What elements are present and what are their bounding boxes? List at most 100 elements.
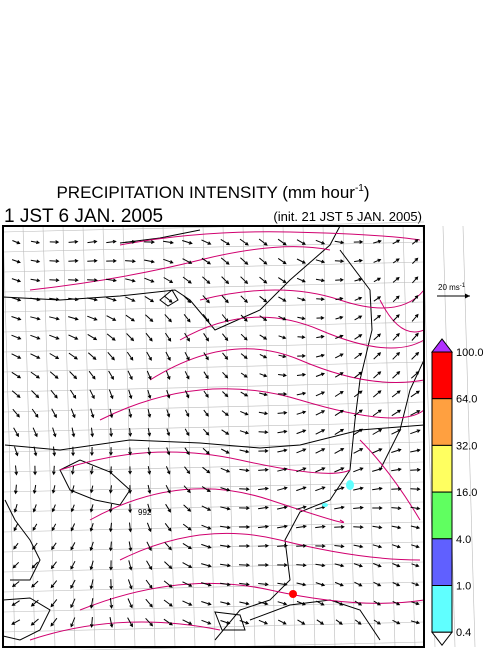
wind-arrow bbox=[89, 541, 94, 552]
wind-arrow bbox=[68, 352, 78, 360]
wind-arrow bbox=[411, 544, 420, 549]
wind-arrow bbox=[240, 410, 249, 416]
wind-arrow bbox=[335, 600, 344, 606]
wind-arrow bbox=[126, 333, 135, 342]
wind-arrow bbox=[184, 351, 190, 361]
coastline bbox=[249, 599, 381, 641]
wind-arrow bbox=[70, 598, 76, 609]
wind-arrow bbox=[221, 429, 230, 435]
wind-arrow bbox=[354, 334, 363, 340]
wind-arrow bbox=[372, 467, 383, 472]
wind-arrow bbox=[334, 240, 345, 245]
wind-arrow bbox=[411, 601, 420, 606]
wind-arrow bbox=[296, 582, 307, 587]
wind-arrow bbox=[49, 371, 59, 379]
wind-arrow bbox=[296, 448, 307, 454]
isobar bbox=[119, 532, 421, 561]
wind-arrow bbox=[11, 334, 22, 340]
wind-arrow bbox=[32, 523, 38, 532]
wind-arrow bbox=[11, 297, 22, 302]
wind-arrow bbox=[334, 259, 345, 263]
wind-arrow bbox=[334, 486, 345, 491]
wind-arrow bbox=[146, 370, 152, 381]
wind-arrow bbox=[30, 278, 41, 283]
wind-arrow bbox=[30, 618, 39, 626]
wind-arrow bbox=[13, 542, 19, 550]
wind-arrow bbox=[372, 486, 383, 491]
wind-arrow bbox=[201, 619, 212, 625]
wind-arrow bbox=[354, 371, 363, 379]
wind-arrow bbox=[183, 504, 192, 512]
wind-arrow bbox=[391, 525, 402, 530]
wind-arrow bbox=[240, 391, 249, 397]
wind-arrow bbox=[392, 276, 400, 283]
wind-arrow bbox=[372, 390, 382, 398]
wind-arrow bbox=[166, 390, 171, 399]
wind-arrow bbox=[296, 563, 307, 568]
wind-arrow bbox=[33, 446, 38, 457]
wind-arrow bbox=[164, 332, 172, 342]
coastline bbox=[2, 225, 341, 331]
wind-arrow bbox=[109, 617, 114, 628]
wind-arrow bbox=[259, 276, 268, 284]
wind-arrow bbox=[315, 524, 326, 529]
wind-arrow bbox=[163, 277, 174, 284]
wind-arrow bbox=[69, 371, 78, 380]
wind-arrow bbox=[51, 465, 56, 476]
wind-arrow bbox=[391, 390, 401, 398]
wind-arrow bbox=[184, 447, 190, 456]
wind-arrow bbox=[277, 429, 288, 434]
wind-arrow bbox=[410, 371, 420, 379]
wind-arrow bbox=[13, 503, 18, 513]
wind-arrow bbox=[87, 333, 98, 341]
wind-arrow bbox=[296, 429, 307, 435]
wind-arrow bbox=[334, 505, 345, 510]
grid-line bbox=[2, 241, 425, 253]
isobar bbox=[29, 621, 221, 641]
wind-arrow bbox=[239, 468, 250, 473]
coastline bbox=[119, 229, 201, 244]
wind-arrow bbox=[334, 428, 345, 436]
wind-arrow bbox=[353, 428, 364, 436]
wind-arrow bbox=[258, 430, 269, 434]
colorbar-bottom bbox=[430, 631, 454, 647]
wind-arrow bbox=[278, 373, 287, 378]
wind-arrow bbox=[315, 563, 326, 568]
wind-arrow bbox=[315, 544, 326, 548]
wind-arrow bbox=[354, 352, 363, 360]
wind-arrow bbox=[297, 619, 306, 625]
wind-arrow bbox=[277, 392, 288, 396]
wind-arrow bbox=[392, 258, 400, 264]
grid-line bbox=[2, 401, 425, 413]
wind-arrow bbox=[353, 563, 363, 568]
wind-arrow bbox=[222, 371, 229, 379]
wind-arrow bbox=[410, 467, 421, 472]
colorbar-segment bbox=[431, 444, 453, 493]
wind-arrow bbox=[373, 352, 382, 360]
wind-arrow bbox=[334, 581, 344, 587]
wind-arrow bbox=[258, 449, 269, 453]
wind-arrow bbox=[90, 446, 94, 457]
wind-arrow bbox=[147, 428, 152, 437]
grid-line bbox=[342, 225, 356, 648]
wind-arrow bbox=[258, 486, 269, 491]
wind-arrow bbox=[296, 467, 307, 473]
wind-arrow bbox=[146, 522, 152, 533]
wind-arrow bbox=[297, 354, 306, 358]
wind-arrow bbox=[108, 504, 113, 513]
wind-arrow bbox=[125, 259, 136, 264]
wind-arrow bbox=[12, 408, 20, 418]
wind-arrow bbox=[165, 351, 171, 361]
wind-arrow bbox=[89, 485, 94, 494]
wind-arrow bbox=[334, 448, 345, 454]
wind-arrow bbox=[163, 599, 173, 607]
wind-arrow bbox=[316, 619, 325, 625]
wind-arrow bbox=[259, 257, 268, 265]
wind-arrow bbox=[277, 619, 287, 625]
isobar bbox=[379, 299, 425, 333]
grid-line bbox=[2, 301, 425, 313]
wind-arrow bbox=[127, 617, 133, 628]
wind-arrow bbox=[410, 525, 421, 530]
wind-arrow bbox=[89, 598, 94, 609]
wind-arrow bbox=[50, 580, 58, 589]
